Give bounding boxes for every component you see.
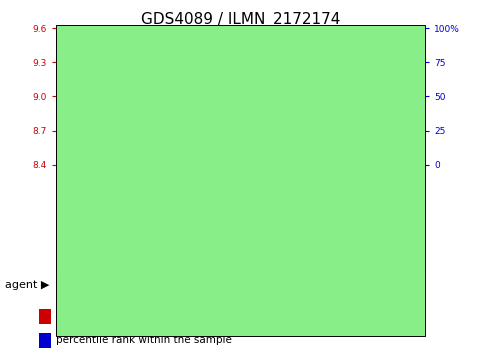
- Text: GSM766686: GSM766686: [282, 170, 291, 224]
- Point: [313, 34, 321, 39]
- Text: Bortezomib (Velcade) +
Estrogen: Bortezomib (Velcade) + Estrogen: [225, 240, 348, 261]
- Point: [283, 34, 290, 39]
- Bar: [148, 231, 241, 270]
- Text: GSM766687: GSM766687: [313, 170, 322, 224]
- Point: [190, 36, 198, 42]
- Text: GSM766682: GSM766682: [159, 170, 168, 224]
- Text: GSM766679: GSM766679: [343, 170, 353, 224]
- Bar: [276, 88, 297, 165]
- Point: [221, 36, 229, 42]
- Bar: [153, 136, 173, 165]
- Point: [159, 36, 167, 42]
- Text: transformed count: transformed count: [56, 311, 153, 321]
- Point: [252, 34, 259, 39]
- Bar: [56, 231, 148, 270]
- Bar: [39, 309, 51, 324]
- Point: [344, 30, 352, 35]
- Bar: [369, 60, 389, 165]
- Point: [375, 34, 383, 39]
- Point: [98, 34, 106, 39]
- Text: GSM766680: GSM766680: [374, 170, 384, 224]
- Bar: [61, 114, 81, 165]
- Bar: [123, 130, 142, 165]
- Text: Bortezomib
(Velcade): Bortezomib (Velcade): [164, 240, 224, 261]
- Bar: [39, 333, 51, 348]
- Bar: [215, 119, 235, 165]
- Text: percentile rank within the sample: percentile rank within the sample: [56, 335, 231, 346]
- Text: Estrogen: Estrogen: [355, 245, 402, 256]
- Title: GDS4089 / ILMN_2172174: GDS4089 / ILMN_2172174: [141, 12, 340, 28]
- Bar: [338, 33, 358, 165]
- Text: GSM766683: GSM766683: [190, 170, 199, 224]
- Bar: [92, 97, 112, 165]
- Text: GSM766681: GSM766681: [405, 170, 414, 224]
- Text: GSM766676: GSM766676: [67, 170, 75, 224]
- Bar: [399, 33, 420, 165]
- Text: GSM766678: GSM766678: [128, 170, 137, 224]
- Text: GSM766684: GSM766684: [220, 170, 229, 224]
- Point: [128, 36, 136, 42]
- Point: [406, 34, 413, 39]
- Text: GSM766677: GSM766677: [97, 170, 106, 224]
- Bar: [333, 231, 425, 270]
- Point: [67, 35, 75, 41]
- Bar: [246, 60, 266, 165]
- Text: agent ▶: agent ▶: [5, 280, 49, 290]
- Bar: [184, 139, 204, 165]
- Bar: [240, 231, 333, 270]
- Bar: [307, 97, 327, 165]
- Text: control: control: [84, 245, 120, 256]
- Text: GSM766685: GSM766685: [251, 170, 260, 224]
